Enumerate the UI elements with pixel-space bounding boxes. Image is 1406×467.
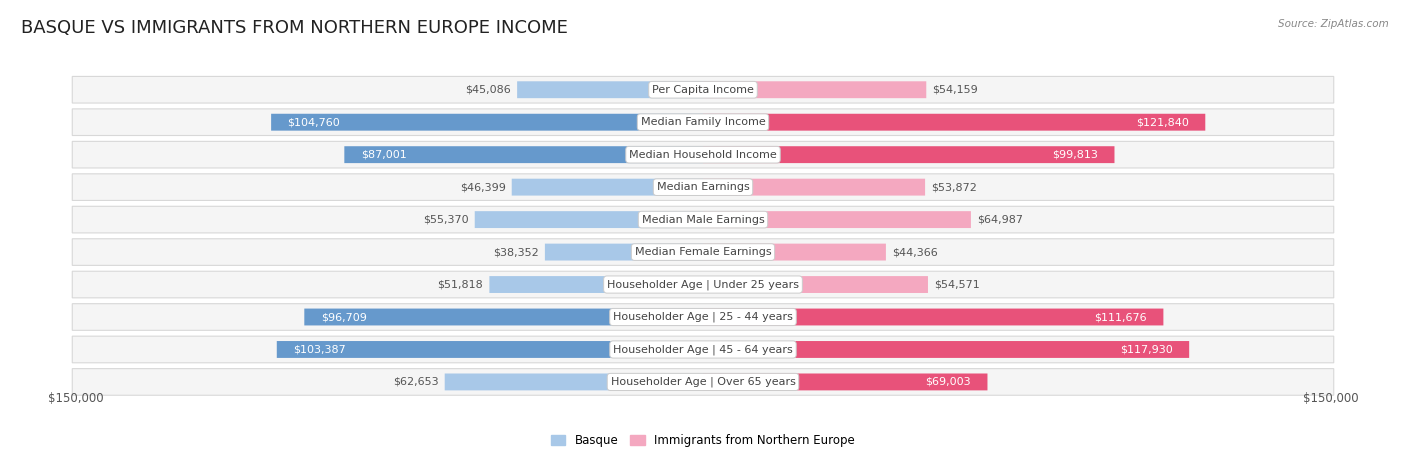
Text: $121,840: $121,840 — [1136, 117, 1189, 127]
Text: $104,760: $104,760 — [288, 117, 340, 127]
Text: $99,813: $99,813 — [1052, 149, 1098, 160]
FancyBboxPatch shape — [72, 304, 1334, 330]
FancyBboxPatch shape — [703, 211, 972, 228]
FancyBboxPatch shape — [72, 109, 1334, 135]
FancyBboxPatch shape — [72, 174, 1334, 200]
Text: Median Family Income: Median Family Income — [641, 117, 765, 127]
Text: Median Earnings: Median Earnings — [657, 182, 749, 192]
Text: $103,387: $103,387 — [294, 345, 346, 354]
FancyBboxPatch shape — [489, 276, 703, 293]
FancyBboxPatch shape — [72, 77, 1334, 103]
FancyBboxPatch shape — [475, 211, 703, 228]
Text: $96,709: $96,709 — [321, 312, 367, 322]
Text: $64,987: $64,987 — [977, 215, 1024, 225]
Text: $45,086: $45,086 — [465, 85, 510, 95]
Text: $51,818: $51,818 — [437, 280, 484, 290]
FancyBboxPatch shape — [72, 142, 1334, 168]
Text: $150,000: $150,000 — [48, 392, 103, 405]
FancyBboxPatch shape — [271, 114, 703, 131]
Text: $62,653: $62,653 — [392, 377, 439, 387]
Text: $46,399: $46,399 — [460, 182, 506, 192]
Text: Per Capita Income: Per Capita Income — [652, 85, 754, 95]
FancyBboxPatch shape — [72, 336, 1334, 363]
FancyBboxPatch shape — [703, 179, 925, 196]
Text: Householder Age | 45 - 64 years: Householder Age | 45 - 64 years — [613, 344, 793, 355]
FancyBboxPatch shape — [546, 244, 703, 261]
FancyBboxPatch shape — [72, 206, 1334, 233]
Text: $38,352: $38,352 — [494, 247, 538, 257]
FancyBboxPatch shape — [304, 309, 703, 325]
Text: Householder Age | Under 25 years: Householder Age | Under 25 years — [607, 279, 799, 290]
FancyBboxPatch shape — [703, 146, 1115, 163]
Text: $150,000: $150,000 — [1303, 392, 1358, 405]
FancyBboxPatch shape — [444, 374, 703, 390]
FancyBboxPatch shape — [517, 81, 703, 98]
FancyBboxPatch shape — [512, 179, 703, 196]
FancyBboxPatch shape — [703, 341, 1189, 358]
Text: Householder Age | Over 65 years: Householder Age | Over 65 years — [610, 377, 796, 387]
FancyBboxPatch shape — [72, 271, 1334, 298]
Text: $117,930: $117,930 — [1121, 345, 1173, 354]
Text: Median Male Earnings: Median Male Earnings — [641, 215, 765, 225]
Text: $53,872: $53,872 — [931, 182, 977, 192]
FancyBboxPatch shape — [703, 309, 1163, 325]
FancyBboxPatch shape — [703, 81, 927, 98]
FancyBboxPatch shape — [703, 276, 928, 293]
FancyBboxPatch shape — [72, 368, 1334, 395]
Text: BASQUE VS IMMIGRANTS FROM NORTHERN EUROPE INCOME: BASQUE VS IMMIGRANTS FROM NORTHERN EUROP… — [21, 19, 568, 37]
Text: $44,366: $44,366 — [891, 247, 938, 257]
FancyBboxPatch shape — [703, 114, 1205, 131]
Text: Median Household Income: Median Household Income — [628, 149, 778, 160]
Text: $69,003: $69,003 — [925, 377, 972, 387]
Text: $111,676: $111,676 — [1094, 312, 1147, 322]
FancyBboxPatch shape — [72, 239, 1334, 265]
FancyBboxPatch shape — [703, 374, 987, 390]
Text: $54,571: $54,571 — [934, 280, 980, 290]
Text: Source: ZipAtlas.com: Source: ZipAtlas.com — [1278, 19, 1389, 28]
Text: $55,370: $55,370 — [423, 215, 468, 225]
Text: $87,001: $87,001 — [361, 149, 406, 160]
Text: Householder Age | 25 - 44 years: Householder Age | 25 - 44 years — [613, 312, 793, 322]
FancyBboxPatch shape — [277, 341, 703, 358]
Text: Median Female Earnings: Median Female Earnings — [634, 247, 772, 257]
FancyBboxPatch shape — [703, 244, 886, 261]
Legend: Basque, Immigrants from Northern Europe: Basque, Immigrants from Northern Europe — [547, 429, 859, 452]
Text: $54,159: $54,159 — [932, 85, 979, 95]
FancyBboxPatch shape — [344, 146, 703, 163]
